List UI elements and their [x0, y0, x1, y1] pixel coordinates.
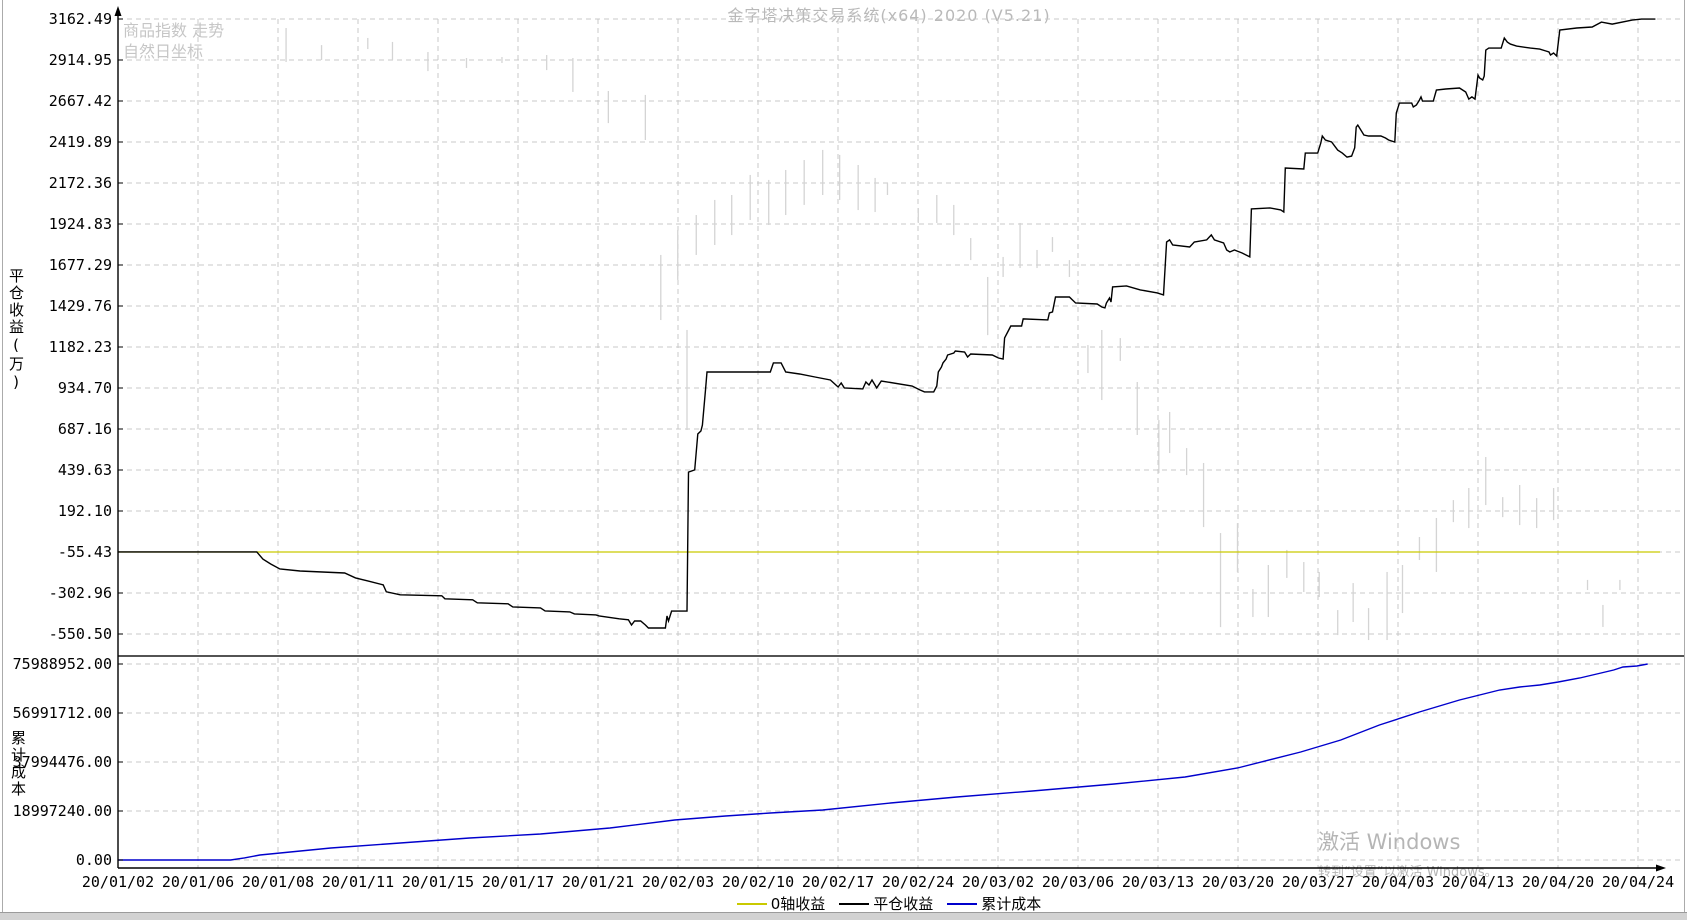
window-border-left	[2, 0, 3, 920]
y-tick-label: -302.96	[48, 583, 112, 602]
x-tick-label: 20/03/02	[961, 873, 1035, 891]
y-tick-label: 934.70	[57, 378, 112, 397]
chart-info-label: 商品指数 走势 自然日坐标	[123, 20, 224, 62]
y-tick-label: 1924.83	[48, 214, 112, 233]
x-tick-label: 20/01/11	[321, 873, 395, 891]
legend-label: 0轴收益	[770, 895, 826, 913]
x-axis-arrow	[1656, 864, 1666, 872]
legend-label: 累计成本	[981, 895, 1042, 913]
x-tick-label: 20/02/17	[801, 873, 875, 891]
y-tick-label: 2914.95	[48, 51, 112, 69]
x-tick-label: 20/01/08	[241, 873, 315, 891]
window-border-right	[1684, 0, 1685, 920]
y-tick-label: 2419.89	[48, 133, 112, 151]
y-tick-label: 2172.36	[48, 173, 112, 192]
x-tick-label: 20/01/06	[161, 873, 235, 891]
y-tick-label: -55.43	[57, 542, 112, 561]
x-tick-label: 20/01/02	[81, 873, 155, 891]
x-tick-label: 20/02/10	[721, 873, 795, 891]
y-tick-label: 3162.49	[48, 10, 112, 28]
y-tick-label: 2667.42	[48, 92, 112, 110]
x-tick-label: 20/03/27	[1281, 873, 1355, 891]
x-tick-label: 20/02/03	[641, 873, 715, 891]
x-tick-label: 20/02/24	[881, 873, 955, 891]
window-title: 金字塔决策交易系统(x64) 2020 (V5.21)	[727, 6, 1051, 25]
legend-item: 平仓收益	[839, 893, 933, 914]
x-tick-label: 20/01/17	[481, 873, 555, 891]
y-tick-label: 56991712.00	[12, 704, 112, 722]
bottom-panel-axis-title: 累计成本	[9, 730, 27, 798]
windows-activation-watermark: 激活 Windows 转到“设置”以激活 Windows。	[1318, 826, 1498, 880]
x-tick-label: 20/04/03	[1361, 873, 1435, 891]
legend-line-swatch	[947, 902, 978, 905]
top-panel-axis-title: 平仓收益(万)	[7, 268, 25, 393]
closed-profit-line	[118, 18, 1656, 629]
legend-item: 0轴收益	[736, 893, 826, 914]
window-bottom-edge	[0, 912, 1687, 920]
y-tick-label: 0.00	[75, 851, 112, 869]
cumulative-cost-line	[118, 663, 1648, 861]
y-tick-label: 37994476.00	[12, 753, 112, 771]
info-symbol-label: 商品指数 走势	[123, 21, 225, 40]
legend-item: 累计成本	[947, 893, 1041, 914]
y-tick-label: 1677.29	[48, 256, 112, 274]
watermark-line1: 激活 Windows	[1318, 830, 1461, 854]
x-tick-label: 20/04/20	[1521, 873, 1595, 891]
x-tick-label: 20/01/15	[401, 873, 475, 891]
x-tick-label: 20/03/20	[1201, 873, 1275, 891]
y-tick-label: 18997240.00	[12, 802, 112, 820]
x-tick-label: 20/03/06	[1041, 873, 1115, 891]
y-tick-label: 687.16	[57, 420, 112, 438]
y-tick-label: -550.50	[48, 625, 112, 643]
y-tick-label: 439.63	[57, 461, 112, 479]
y-tick-label: 75988952.00	[12, 655, 112, 673]
legend-line-swatch	[736, 902, 767, 905]
legend-label: 平仓收益	[873, 895, 934, 913]
y-axis-arrow	[114, 6, 122, 16]
x-tick-label: 20/04/24	[1601, 873, 1675, 891]
legend-line-swatch	[839, 902, 870, 905]
watermark-line2: 转到“设置”以激活 Windows。	[1318, 865, 1498, 880]
info-coord-label: 自然日坐标	[123, 42, 204, 61]
y-tick-label: 1429.76	[48, 297, 112, 315]
x-tick-label: 20/04/13	[1441, 873, 1515, 891]
x-tick-label: 20/01/21	[561, 873, 635, 891]
chart-legend: 0轴收益 平仓收益 累计成本	[118, 893, 1660, 914]
x-tick-label: 20/03/13	[1121, 873, 1195, 891]
y-tick-label: 1182.23	[48, 337, 112, 356]
y-tick-label: 192.10	[57, 501, 112, 520]
